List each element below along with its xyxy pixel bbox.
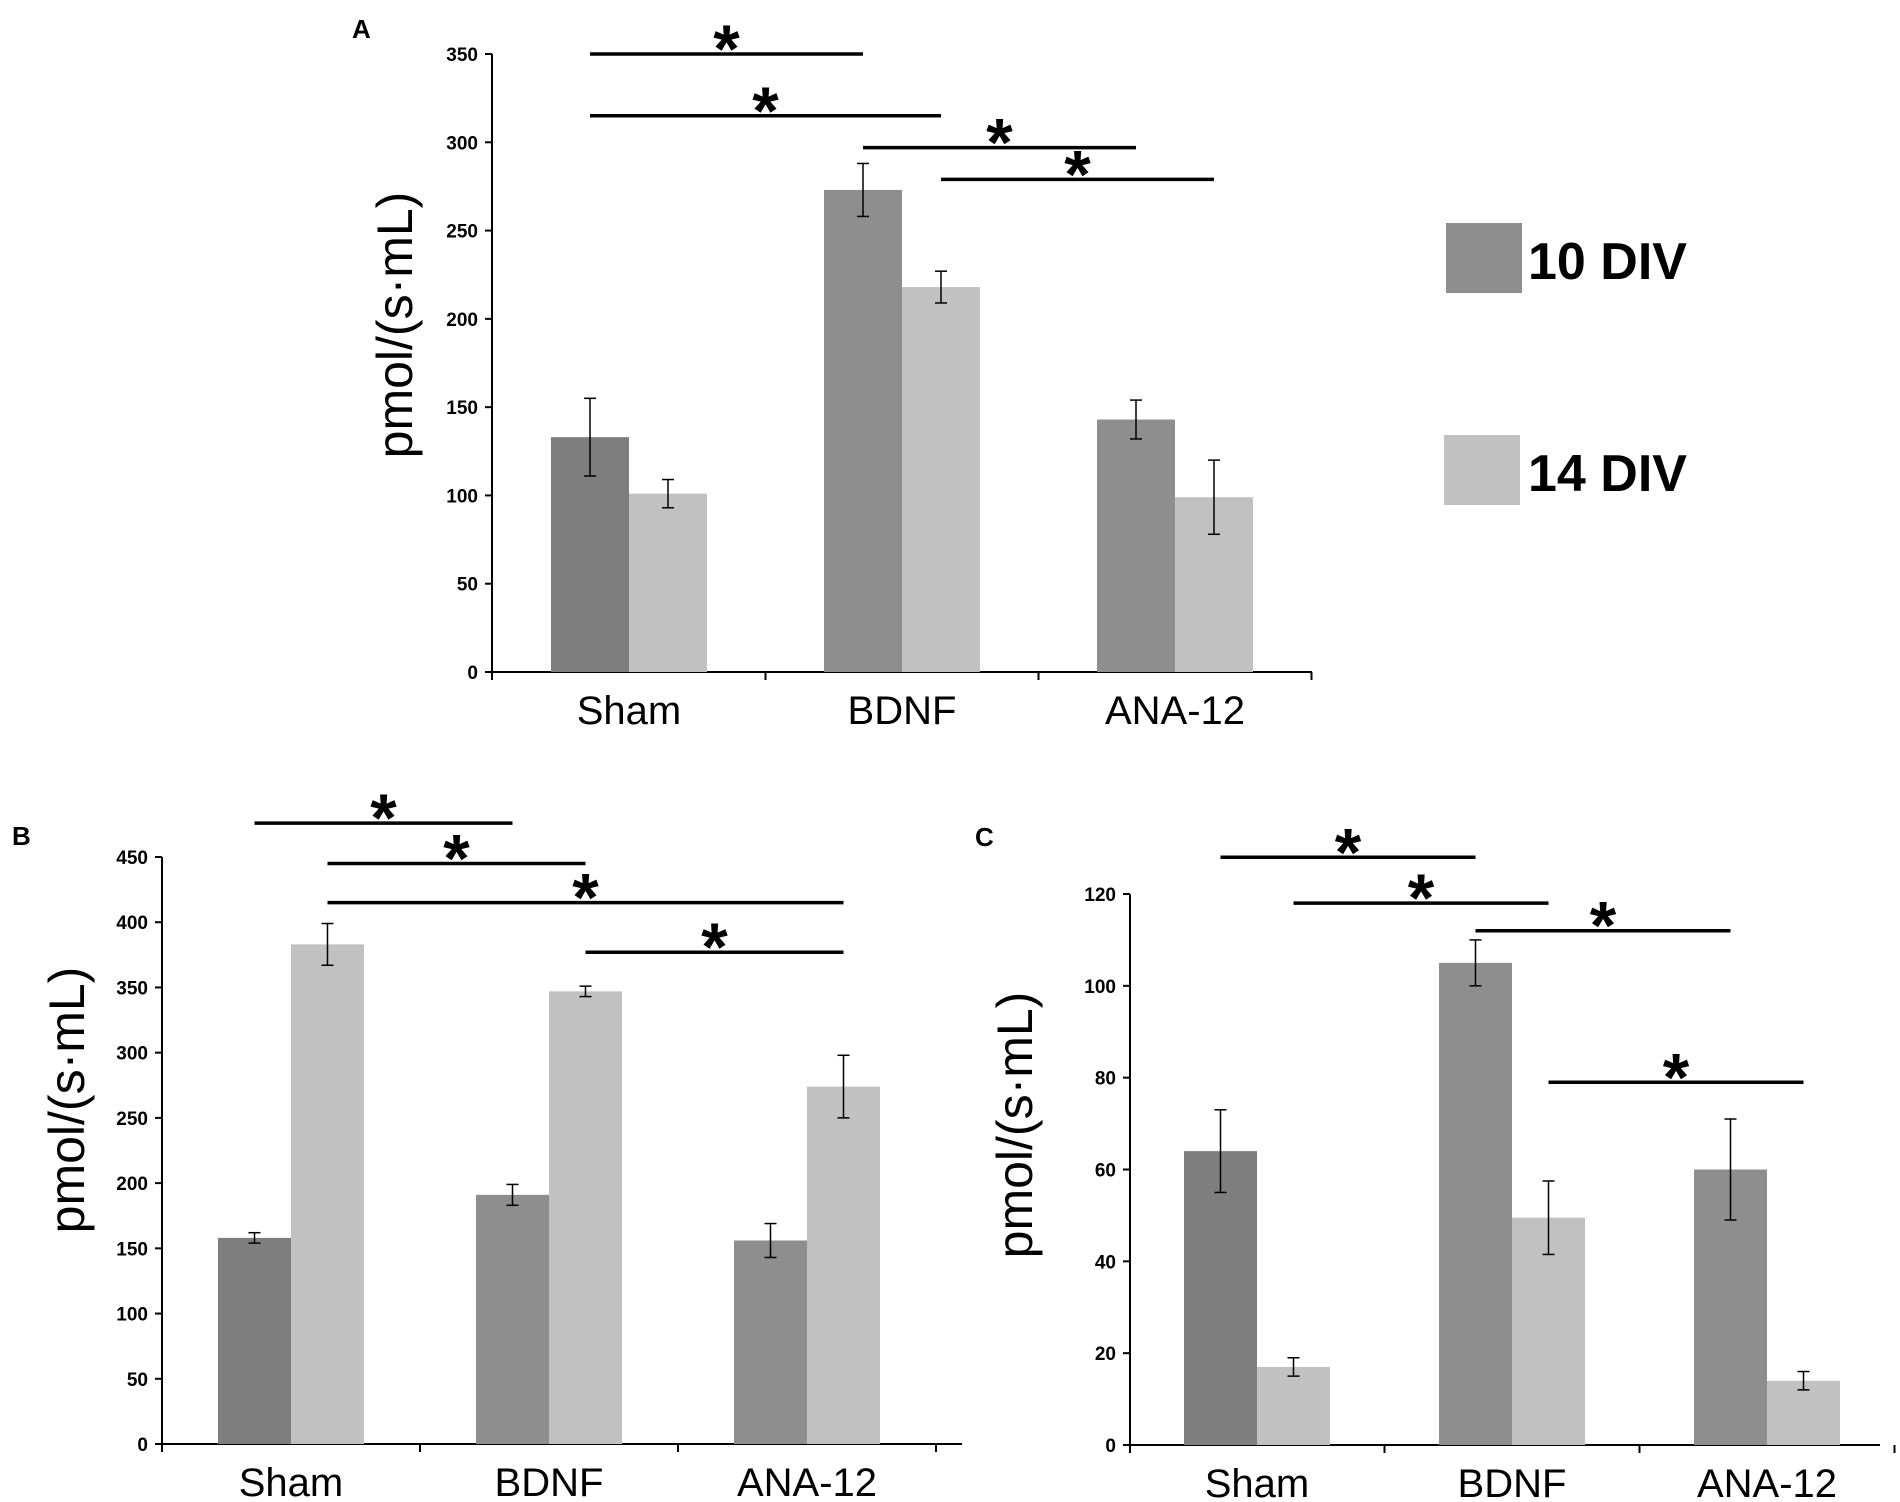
panel-b-y-tick-label: 300 xyxy=(116,1044,148,1065)
panel-b-y-tick-label: 150 xyxy=(116,1239,148,1260)
panel-a-y-tick-label: 300 xyxy=(446,133,478,154)
panel-c-bar-ana-12-14div xyxy=(1767,1380,1840,1445)
panel-c-label: C xyxy=(975,822,994,852)
panel-b-category-label-sham: Sham xyxy=(239,1461,344,1502)
panel-b-category-label-ana-12: ANA-12 xyxy=(737,1461,877,1502)
panel-b-y-tick-label: 100 xyxy=(116,1305,148,1326)
panel-a-significance-star: * xyxy=(1064,136,1091,212)
panel-b-bar-bdnf-10div xyxy=(476,1194,549,1444)
panel-b-significance-star: * xyxy=(443,821,470,897)
panel-b-bar-sham-10div xyxy=(218,1237,291,1444)
panel-c-y-tick-label: 100 xyxy=(1084,977,1116,998)
panel-a-category-label-sham: Sham xyxy=(577,689,682,733)
panel-c-category-label-bdnf: BDNF xyxy=(1458,1462,1567,1502)
panel-a-bar-ana-12-10div xyxy=(1097,419,1175,672)
panel-b-category-label-bdnf: BDNF xyxy=(495,1461,604,1502)
legend-swatch-14-div xyxy=(1444,435,1520,505)
panel-c-significance-star: * xyxy=(1335,814,1362,890)
panel-b-y-tick-label: 50 xyxy=(127,1370,148,1391)
panel-c-y-tick-label: 20 xyxy=(1095,1344,1116,1365)
panel-b-significance-star: * xyxy=(701,909,728,985)
panel-b-bar-ana-12-14div xyxy=(807,1086,880,1444)
panel-a-y-tick-label: 100 xyxy=(446,486,478,507)
panel-c-bar-bdnf-10div xyxy=(1439,962,1512,1445)
panel-c-category-label-sham: Sham xyxy=(1205,1462,1310,1502)
panel-b-y-tick-label: 200 xyxy=(116,1174,148,1195)
panel-c-significance-star: * xyxy=(1408,860,1435,936)
panel-c-bar-sham-10div xyxy=(1184,1151,1257,1445)
panel-a: A pmol/(s·mL) 0 50 100 150 200 250 300 350 Sham B… xyxy=(352,11,1313,733)
panel-a-category-label-ana-12: ANA-12 xyxy=(1105,689,1245,733)
panel-a-significance-star: * xyxy=(713,11,740,87)
panel-b-label: B xyxy=(12,821,31,851)
panel-b: B pmol/(s·mL) 0 50 100 150 200 250 300 350 400 45… xyxy=(12,780,962,1502)
panel-c-bar-bdnf-14div xyxy=(1512,1217,1585,1445)
panel-a-label: A xyxy=(352,14,371,44)
panel-a-y-tick-label: 0 xyxy=(467,663,478,684)
panel-b-y-axis-label: pmol/(s·mL) xyxy=(39,967,95,1234)
panel-c-y-tick-label: 40 xyxy=(1095,1252,1116,1273)
panel-b-y-tick-label: 450 xyxy=(116,848,148,869)
panel-c-y-tick-label: 60 xyxy=(1095,1161,1116,1182)
legend-label-14-div: 14 DIV xyxy=(1528,445,1687,503)
panel-a-y-tick-label: 50 xyxy=(457,575,478,596)
panel-c-y-tick-label: 0 xyxy=(1105,1436,1116,1457)
panel-a-bar-bdnf-14div xyxy=(902,287,980,672)
panel-b-y-tick-label: 350 xyxy=(116,978,148,999)
panel-b-y-tick-label: 250 xyxy=(116,1109,148,1130)
panel-a-y-tick-label: 350 xyxy=(446,45,478,66)
panel-a-y-tick-label: 250 xyxy=(446,222,478,243)
panel-b-bar-ana-12-10div xyxy=(734,1240,807,1444)
panel-c-category-label-ana-12: ANA-12 xyxy=(1697,1462,1837,1502)
panel-a-significance-star: * xyxy=(986,105,1013,181)
panel-b-bar-bdnf-14div xyxy=(549,991,622,1444)
panel-a-y-tick-label: 150 xyxy=(446,398,478,419)
panel-a-category-label-bdnf: BDNF xyxy=(848,689,957,733)
panel-b-bar-sham-14div xyxy=(291,944,364,1444)
panel-c-y-axis-label: pmol/(s·mL) xyxy=(987,992,1043,1259)
legend-swatch-10-div xyxy=(1446,223,1522,293)
panel-b-y-tick-label: 400 xyxy=(116,913,148,934)
panel-a-bar-bdnf-10div xyxy=(824,189,902,672)
panel-b-significance-star: * xyxy=(370,780,397,856)
panel-c: C pmol/(s·mL) 0 20 40 60 80 100 120 Sham BDNF ANA… xyxy=(975,814,1896,1502)
panel-b-y-tick-label: 0 xyxy=(137,1435,148,1456)
panel-a-y-axis-label: pmol/(s·mL) xyxy=(367,192,423,459)
panel-c-y-tick-label: 80 xyxy=(1095,1069,1116,1090)
panel-a-bar-sham-14div xyxy=(629,493,707,672)
panel-a-significance-star: * xyxy=(752,73,779,149)
panel-c-significance-star: * xyxy=(1663,1039,1690,1115)
panel-c-y-tick-label: 120 xyxy=(1084,885,1116,906)
panel-c-significance-star: * xyxy=(1590,888,1617,964)
legend-label-10-div: 10 DIV xyxy=(1528,233,1687,291)
panel-b-significance-star: * xyxy=(572,860,599,936)
panel-c-bar-sham-14div xyxy=(1257,1366,1330,1445)
panel-a-y-tick-label: 200 xyxy=(446,310,478,331)
